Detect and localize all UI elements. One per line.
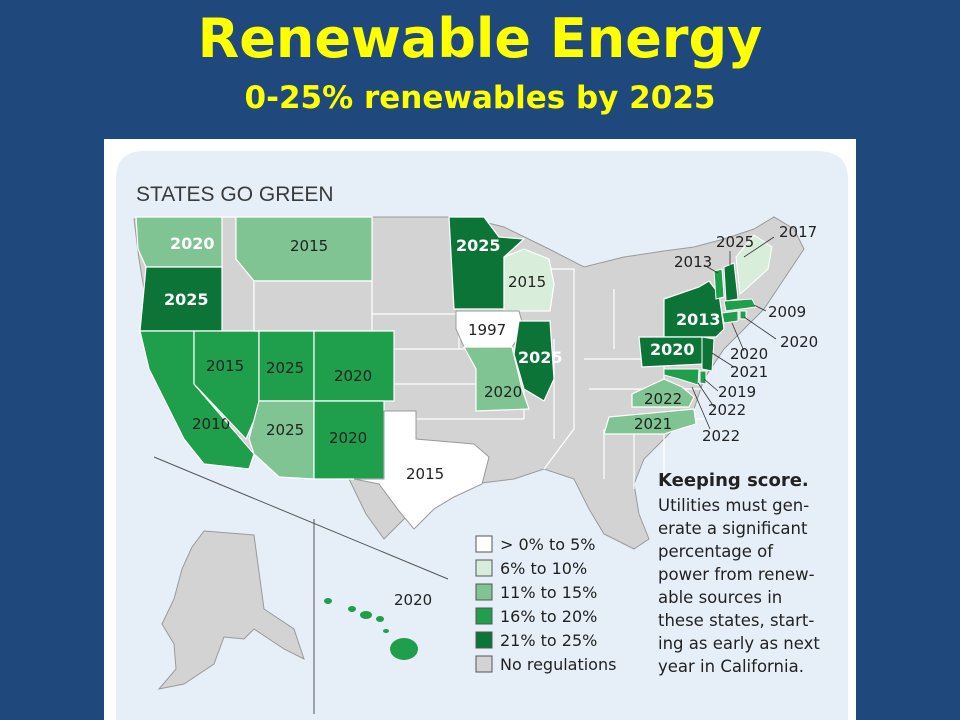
state-wyoming — [253, 280, 373, 332]
state-connecticut — [721, 310, 739, 324]
callout-vermont: 2013 — [674, 253, 712, 271]
state-label-virginia: 2022 — [644, 390, 682, 408]
callout-maine: 2017 — [779, 223, 817, 241]
legend-swatch — [475, 535, 493, 553]
state-colorado — [313, 330, 395, 402]
state-label-minnesota: 2025 — [456, 236, 501, 255]
state-label-utah: 2025 — [266, 359, 304, 377]
state-label-colorado: 2020 — [334, 367, 372, 385]
caption-line: able sources in — [658, 588, 782, 607]
slide-subtitle: 0-25% renewables by 2025 — [244, 80, 716, 116]
state-new-hampshire — [723, 262, 739, 302]
legend-swatch — [475, 655, 493, 673]
caption-title: Keeping score. — [658, 470, 809, 491]
legend-label: 16% to 20% — [500, 607, 597, 626]
legend-label: > 0% to 5% — [500, 535, 596, 554]
state-maine — [735, 234, 773, 295]
northeast-callouts — [691, 236, 777, 430]
legend-swatch — [475, 631, 493, 649]
state-label-illinois: 2025 — [518, 348, 563, 367]
legend-label: 6% to 10% — [500, 559, 587, 578]
callout-new-hampshire: 2025 — [716, 233, 754, 251]
callout-connecticut: 2020 — [730, 345, 768, 363]
state-missouri — [462, 346, 530, 412]
caption-line: power from renew- — [658, 565, 815, 584]
caption-line: year in California. — [658, 657, 804, 676]
caption-line: Utilities must gen- — [658, 496, 809, 515]
legend-swatch — [475, 607, 493, 625]
state-label-wisconsin: 2015 — [508, 273, 546, 291]
state-label-missouri: 2020 — [484, 383, 522, 401]
legend: > 0% to 5% 6% to 10% 11% to 15% 16% to 20% 2… — [475, 535, 616, 674]
state-label-arizona: 2025 — [266, 421, 304, 439]
state-new-jersey — [701, 336, 715, 372]
state-hawaii — [324, 598, 418, 660]
state-label-nevada: 2015 — [206, 357, 244, 375]
state-texas — [353, 410, 490, 530]
state-massachusetts — [723, 298, 757, 312]
state-north-carolina — [603, 408, 697, 435]
callout-maryland: 2022 — [708, 401, 746, 419]
state-label-texas: 2015 — [406, 465, 444, 483]
map-figure: STATES GO GREEN 2020 2025 — [104, 139, 856, 720]
state-minnesota — [448, 216, 526, 310]
state-virginia — [631, 378, 695, 408]
state-maryland — [663, 368, 700, 386]
state-label-new-mexico: 2020 — [329, 429, 367, 447]
legend-swatch — [475, 583, 493, 601]
caption-line: these states, start- — [658, 611, 814, 630]
callout-delaware: 2019 — [718, 383, 756, 401]
caption-body: Utilities must gen-erate a significant pe… — [658, 496, 820, 676]
callout-dc: 2022 — [702, 427, 740, 445]
state-label-pennsylvania: 2020 — [650, 340, 695, 359]
inset-divider — [153, 456, 449, 714]
state-vermont — [713, 268, 725, 300]
caption-line: erate a significant — [658, 519, 808, 538]
state-label-new-york: 2013 — [676, 310, 721, 329]
us-map-svg: STATES GO GREEN 2020 2025 — [116, 151, 848, 720]
state-label-north-carolina: 2021 — [634, 415, 672, 433]
legend-label: No regulations — [500, 655, 616, 674]
state-label-california: 2010 — [192, 415, 230, 433]
callout-rhode-island: 2020 — [780, 333, 818, 351]
caption-line: percentage of — [658, 542, 774, 561]
state-label-oregon: 2025 — [164, 290, 209, 309]
state-label-hawaii: 2020 — [394, 591, 432, 609]
legend-label: 11% to 15% — [500, 583, 597, 602]
slide-title: Renewable Energy — [197, 7, 763, 70]
callout-massachusetts: 2009 — [768, 303, 806, 321]
state-label-iowa: 1997 — [468, 321, 506, 339]
state-delaware — [699, 370, 707, 385]
state-label-montana: 2015 — [290, 237, 328, 255]
callout-new-jersey: 2021 — [730, 363, 768, 381]
legend-label: 21% to 25% — [500, 631, 597, 650]
caption-line: ing as early as next — [658, 634, 820, 653]
state-alaska — [157, 530, 305, 690]
map-heading: STATES GO GREEN — [136, 183, 334, 206]
legend-swatch — [475, 559, 493, 577]
state-label-washington: 2020 — [170, 234, 215, 253]
